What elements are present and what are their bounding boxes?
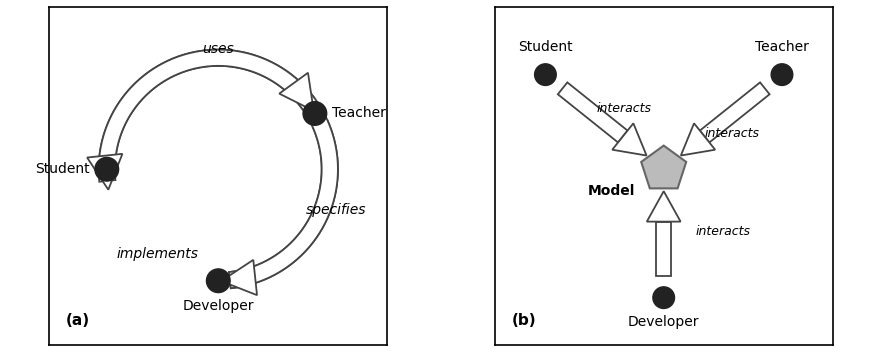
Text: Developer: Developer xyxy=(628,315,699,328)
Text: Student: Student xyxy=(518,40,572,54)
Polygon shape xyxy=(557,82,628,143)
Text: (a): (a) xyxy=(66,313,90,328)
Text: interacts: interacts xyxy=(704,127,759,140)
Polygon shape xyxy=(647,191,681,222)
Text: implements: implements xyxy=(117,247,199,261)
Polygon shape xyxy=(87,154,123,190)
Text: Student: Student xyxy=(35,162,90,176)
Circle shape xyxy=(95,157,118,181)
Polygon shape xyxy=(656,222,671,276)
Text: interacts: interacts xyxy=(696,225,751,238)
Text: (b): (b) xyxy=(512,313,536,328)
Circle shape xyxy=(653,287,675,308)
Polygon shape xyxy=(699,82,770,143)
Text: uses: uses xyxy=(203,42,234,56)
Polygon shape xyxy=(612,123,647,156)
Text: interacts: interacts xyxy=(596,102,651,115)
Text: specifies: specifies xyxy=(306,203,367,217)
Polygon shape xyxy=(229,121,338,288)
Text: Teacher: Teacher xyxy=(332,107,385,120)
Polygon shape xyxy=(681,123,715,156)
Circle shape xyxy=(303,102,326,125)
Text: Model: Model xyxy=(587,184,635,198)
Polygon shape xyxy=(221,260,257,295)
Polygon shape xyxy=(280,73,314,111)
Circle shape xyxy=(206,269,230,293)
Circle shape xyxy=(534,64,557,86)
Circle shape xyxy=(771,64,793,86)
Text: Developer: Developer xyxy=(183,299,254,313)
Polygon shape xyxy=(100,50,315,158)
Polygon shape xyxy=(641,146,686,188)
Polygon shape xyxy=(99,50,338,288)
Text: Teacher: Teacher xyxy=(755,40,809,54)
